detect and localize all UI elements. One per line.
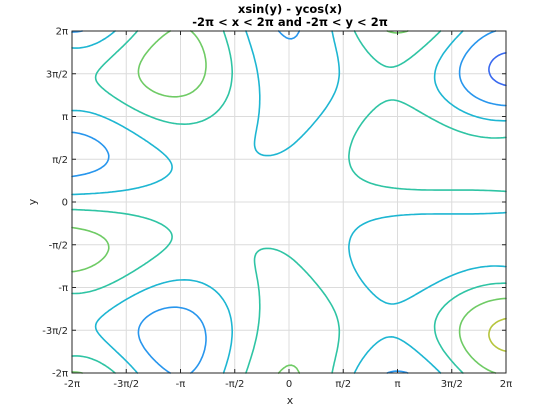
contour-line-level-6 [71,30,507,374]
tick-marks [71,30,507,374]
x-tick-label: -π/2 [225,379,244,390]
y-tick-label: π [62,112,68,123]
x-tick-label: 2π [500,379,512,390]
y-tick-label: -2π [52,369,68,380]
x-tick-label: -3π/2 [113,379,139,390]
y-tick-label: 2π [56,27,68,38]
y-tick-label: -π [58,283,68,294]
contour-line-level-5 [71,30,507,374]
contour-line-level-4 [71,30,507,374]
y-tick-label: -3π/2 [42,326,68,337]
x-tick-label: -2π [64,379,80,390]
contour-line-level-7 [488,317,507,352]
y-tick-label: -π/2 [49,240,68,251]
x-tick-label: 0 [286,379,292,390]
chart-subtitle: -2π < x < 2π and -2π < y < 2π [192,15,388,29]
x-axis-label: x [287,394,294,407]
contour-lines [71,30,507,374]
x-tick-label: π/2 [335,379,351,390]
y-tick-label: 3π/2 [46,69,68,80]
y-tick-label: 0 [62,198,68,209]
y-tick-label: π/2 [52,155,68,166]
chart-title: xsin(y) - ycos(x) [238,2,342,16]
contour-line-level-3 [71,30,507,374]
tick-labels: -2π -3π/2 -π -π/2 0 π/2 π 3π/2 2π -2π -3π/2 -π -π/2 0… [42,27,512,391]
x-tick-label: -π [176,379,186,390]
y-axis-label: y [26,198,39,205]
x-tick-label: π [394,379,400,390]
x-tick-label: 3π/2 [441,379,463,390]
